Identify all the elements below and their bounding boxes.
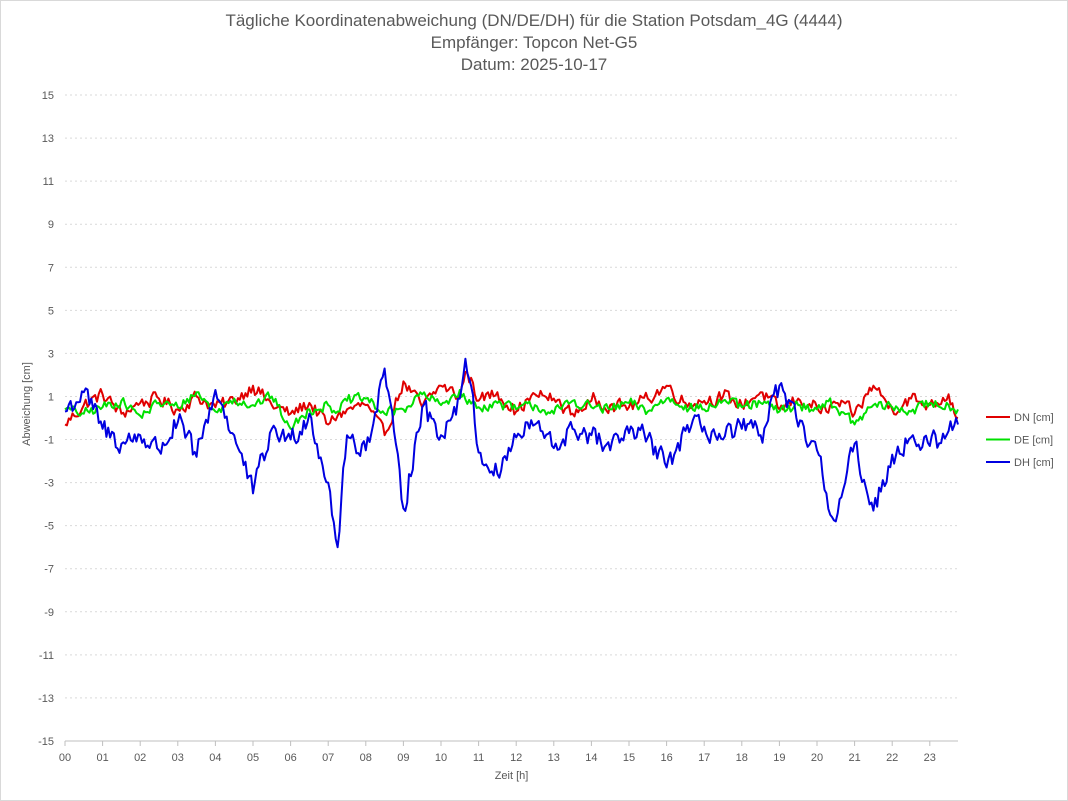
x-tick-label: 11 bbox=[473, 752, 484, 764]
y-tick-label: -1 bbox=[44, 435, 54, 447]
chart-title-line-3: Datum: 2025-10-17 bbox=[460, 55, 608, 74]
x-tick-label: 12 bbox=[510, 752, 522, 764]
y-tick-label: 5 bbox=[48, 305, 54, 317]
x-tick-label: 20 bbox=[811, 752, 823, 764]
series-line-dh bbox=[64, 357, 959, 549]
y-tick-label: -9 bbox=[44, 607, 54, 619]
legend-label: DH [cm] bbox=[1014, 457, 1054, 469]
y-axis-label: Abweichung [cm] bbox=[21, 362, 33, 446]
legend: DN [cm] DE [cm] DH [cm] bbox=[986, 412, 1054, 469]
x-tick-label: 17 bbox=[698, 752, 710, 764]
y-tick-label: -7 bbox=[44, 564, 54, 576]
x-tick-label: 10 bbox=[435, 752, 447, 764]
y-tick-label: 11 bbox=[43, 176, 54, 188]
y-tick-label: -13 bbox=[38, 693, 54, 705]
legend-label: DE [cm] bbox=[1014, 435, 1053, 447]
legend-label: DN [cm] bbox=[1014, 412, 1054, 424]
chart-title: Tägliche Koordinatenabweichung (DN/DE/DH… bbox=[0, 10, 1068, 76]
x-tick-label: 01 bbox=[96, 752, 108, 764]
x-tick-label: 03 bbox=[172, 752, 184, 764]
y-tick-label: -5 bbox=[44, 521, 54, 533]
chart-title-line-1: Tägliche Koordinatenabweichung (DN/DE/DH… bbox=[225, 11, 843, 30]
x-axis-ticks: 00 01 02 03 04 05 06 07 08 09 10 11 12 13 14 15 16 17 18 19… bbox=[59, 741, 936, 764]
y-tick-label: 9 bbox=[48, 219, 54, 231]
x-tick-label: 07 bbox=[322, 752, 334, 764]
series-line-de bbox=[64, 389, 959, 431]
x-tick-label: 08 bbox=[360, 752, 372, 764]
x-tick-label: 19 bbox=[773, 752, 785, 764]
y-tick-label: 1 bbox=[48, 391, 54, 403]
x-tick-label: 00 bbox=[59, 752, 71, 764]
y-axis-ticks: 15 13 11 9 7 5 3 1 -1 -3 -5 -7 -9 -11 -13 -15 bbox=[38, 90, 54, 748]
x-tick-label: 05 bbox=[247, 752, 259, 764]
x-tick-label: 16 bbox=[660, 752, 672, 764]
x-tick-label: 09 bbox=[397, 752, 409, 764]
y-tick-label: 13 bbox=[42, 133, 54, 145]
grid-lines bbox=[65, 94, 958, 699]
y-tick-label: 7 bbox=[48, 262, 54, 274]
x-tick-label: 13 bbox=[548, 752, 560, 764]
x-tick-label: 14 bbox=[585, 752, 597, 764]
x-tick-label: 06 bbox=[284, 752, 296, 764]
x-tick-label: 21 bbox=[848, 752, 860, 764]
x-tick-label: 22 bbox=[886, 752, 898, 764]
y-tick-label: -15 bbox=[38, 736, 54, 748]
x-tick-label: 15 bbox=[623, 752, 635, 764]
chart-title-line-2: Empfänger: Topcon Net-G5 bbox=[430, 33, 638, 52]
y-tick-label: -11 bbox=[39, 650, 54, 662]
x-tick-label: 23 bbox=[924, 752, 936, 764]
y-tick-label: 3 bbox=[48, 348, 54, 360]
x-tick-label: 02 bbox=[134, 752, 146, 764]
series-lines bbox=[64, 357, 959, 549]
y-tick-label: -3 bbox=[44, 478, 54, 490]
y-tick-label: 15 bbox=[42, 90, 54, 102]
x-tick-label: 04 bbox=[209, 752, 221, 764]
x-tick-label: 18 bbox=[736, 752, 748, 764]
x-axis-label: Zeit [h] bbox=[495, 770, 529, 782]
